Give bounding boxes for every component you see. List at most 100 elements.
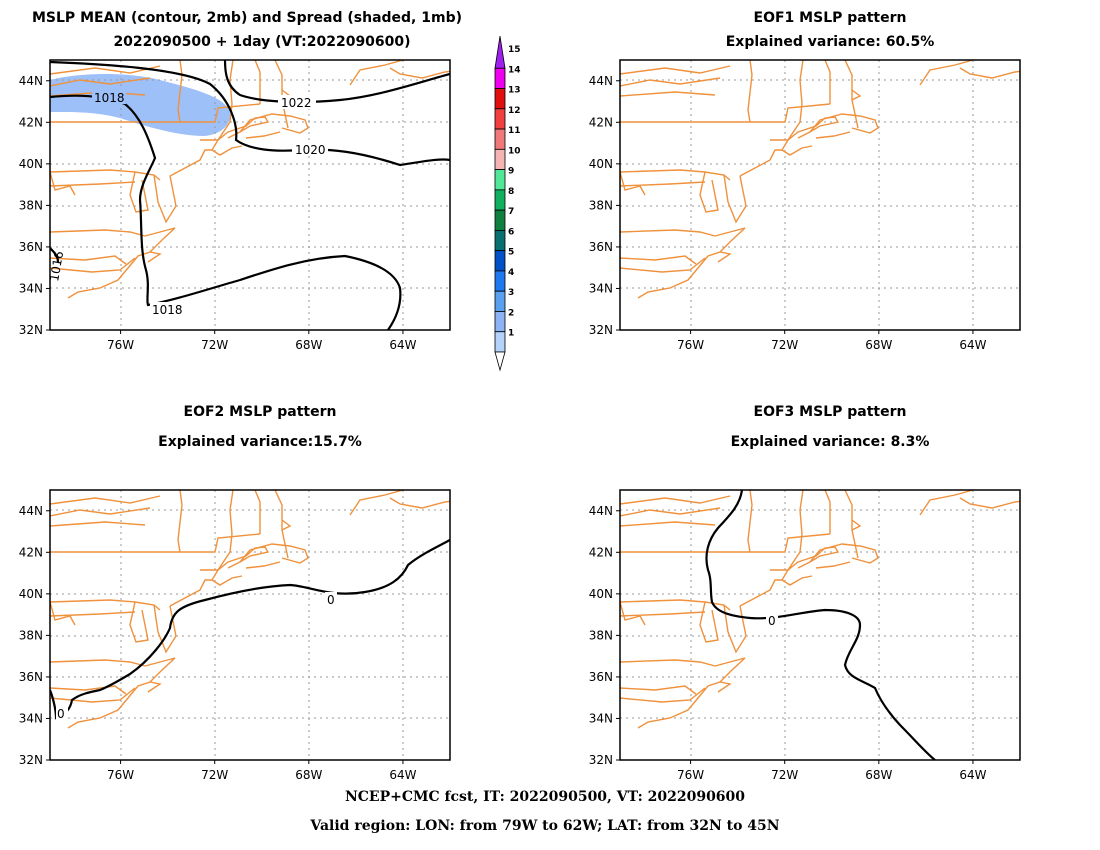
colorbar-label: 5 bbox=[508, 248, 514, 258]
colorbar-swatch bbox=[494, 311, 506, 333]
spread-colorbar: 15 14 13 12 11 10 9 8 7 6 5 4 3 2 1 bbox=[494, 35, 521, 372]
axis-ticks: 44N 42N 40N 38N 36N 34N 32N 76W 72W 68W 64W 44N 42N 4… bbox=[19, 74, 987, 782]
lat-tick-label: 40N bbox=[589, 587, 613, 601]
lon-tick-label: 68W bbox=[295, 768, 322, 782]
eof3-panel: 0 bbox=[619, 489, 1021, 761]
mean-title-line1: MSLP MEAN (contour, 2mb) and Spread (sha… bbox=[32, 10, 462, 26]
colorbar-swatch bbox=[494, 169, 506, 191]
lat-tick-label: 42N bbox=[589, 545, 613, 559]
colorbar-label: 14 bbox=[508, 65, 521, 75]
eof1-gridlines bbox=[620, 60, 1020, 330]
footer-forecast-info: NCEP+CMC fcst, IT: 2022090500, VT: 20220… bbox=[344, 789, 746, 805]
colorbar-label: 6 bbox=[508, 227, 514, 237]
lat-tick-label: 36N bbox=[19, 240, 43, 254]
colorbar-label: 2 bbox=[508, 308, 514, 318]
lat-tick-label: 32N bbox=[19, 323, 43, 337]
contour-label: 1018 bbox=[94, 91, 125, 105]
eof3-variance: Explained variance: 8.3% bbox=[730, 434, 930, 450]
lon-tick-label: 76W bbox=[677, 338, 704, 352]
colorbar-swatch bbox=[494, 250, 506, 272]
colorbar-label: 4 bbox=[508, 268, 514, 278]
contour-label: 0 bbox=[327, 593, 335, 607]
colorbar-label: 7 bbox=[508, 207, 514, 217]
lat-tick-label: 36N bbox=[19, 670, 43, 684]
lat-tick-label: 38N bbox=[589, 628, 613, 642]
lon-tick-label: 64W bbox=[389, 338, 416, 352]
eof3-coastlines bbox=[620, 490, 1020, 729]
lon-tick-label: 72W bbox=[771, 338, 798, 352]
lat-tick-label: 32N bbox=[19, 753, 43, 767]
eof2-variance: Explained variance:15.7% bbox=[158, 434, 362, 450]
lat-tick-label: 42N bbox=[19, 115, 43, 129]
colorbar-swatch bbox=[494, 331, 506, 353]
eof2-contour-labels: 0 0 bbox=[56, 592, 337, 721]
lat-tick-label: 38N bbox=[589, 198, 613, 212]
lat-tick-label: 40N bbox=[19, 157, 43, 171]
spread-shading bbox=[50, 74, 231, 136]
colorbar-swatch bbox=[494, 67, 506, 89]
eof2-contour bbox=[50, 539, 450, 720]
lon-tick-label: 72W bbox=[771, 768, 798, 782]
eof1-title: EOF1 MSLP pattern bbox=[753, 10, 907, 26]
lat-tick-label: 34N bbox=[589, 281, 613, 295]
lat-tick-label: 42N bbox=[19, 545, 43, 559]
colorbar-swatch bbox=[494, 35, 506, 69]
lon-tick-label: 76W bbox=[677, 768, 704, 782]
colorbar-swatch bbox=[494, 108, 506, 130]
colorbar-label: 11 bbox=[508, 126, 521, 136]
contour-label: 0 bbox=[768, 614, 776, 628]
lat-tick-label: 36N bbox=[589, 240, 613, 254]
lon-tick-label: 76W bbox=[107, 768, 134, 782]
colorbar-swatch bbox=[494, 290, 506, 312]
colorbar-lower-arrow bbox=[494, 351, 506, 372]
colorbar-label: 3 bbox=[508, 288, 514, 298]
lon-tick-label: 76W bbox=[107, 338, 134, 352]
colorbar-label: 1 bbox=[508, 329, 514, 339]
mean-panel: 1018 1022 1020 1018 1016 bbox=[47, 59, 451, 331]
lon-tick-label: 68W bbox=[295, 338, 322, 352]
lon-tick-label: 68W bbox=[865, 338, 892, 352]
lat-tick-label: 36N bbox=[589, 670, 613, 684]
eof3-gridlines bbox=[620, 490, 1020, 760]
eof2-coastlines bbox=[50, 490, 450, 729]
eof2-panel: 0 0 bbox=[49, 489, 451, 761]
eof2-title: EOF2 MSLP pattern bbox=[183, 404, 337, 420]
eof3-contour-labels: 0 bbox=[766, 613, 778, 628]
colorbar-label: 15 bbox=[508, 45, 521, 55]
contour-label: 1016 bbox=[47, 250, 66, 283]
lat-tick-label: 34N bbox=[589, 711, 613, 725]
lat-tick-label: 34N bbox=[19, 711, 43, 725]
lon-tick-label: 72W bbox=[201, 768, 228, 782]
colorbar-swatch bbox=[494, 189, 506, 211]
contour-label: 1022 bbox=[281, 96, 312, 110]
colorbar-label: 9 bbox=[508, 167, 514, 177]
colorbar-label: 12 bbox=[508, 106, 521, 116]
lon-tick-label: 64W bbox=[959, 338, 986, 352]
mean-title-line2: 2022090500 + 1day (VT:2022090600) bbox=[113, 34, 411, 50]
lat-tick-label: 38N bbox=[19, 628, 43, 642]
colorbar-swatch bbox=[494, 229, 506, 252]
lat-tick-label: 34N bbox=[19, 281, 43, 295]
lat-tick-label: 38N bbox=[19, 198, 43, 212]
colorbar-label: 8 bbox=[508, 187, 514, 197]
lat-tick-label: 32N bbox=[589, 323, 613, 337]
lon-tick-label: 64W bbox=[389, 768, 416, 782]
mean-contour-labels: 1018 1022 1020 1018 1016 bbox=[47, 90, 328, 317]
colorbar-label: 13 bbox=[508, 86, 521, 96]
contour-label: 1020 bbox=[295, 143, 326, 157]
lat-tick-label: 40N bbox=[589, 157, 613, 171]
lon-tick-label: 64W bbox=[959, 768, 986, 782]
colorbar-label: 10 bbox=[508, 146, 521, 156]
lat-tick-label: 44N bbox=[589, 504, 613, 518]
lon-tick-label: 72W bbox=[201, 338, 228, 352]
colorbar-swatch bbox=[494, 148, 506, 170]
lat-tick-label: 44N bbox=[19, 504, 43, 518]
colorbar-swatch bbox=[494, 270, 506, 292]
eof1-panel bbox=[619, 59, 1021, 331]
colorbar-swatch bbox=[494, 88, 506, 110]
contour-label: 1018 bbox=[152, 303, 183, 317]
eof3-contour bbox=[705, 490, 936, 760]
eof2-gridlines bbox=[50, 490, 450, 760]
footer-valid-region: Valid region: LON: from 79W to 62W; LAT:… bbox=[310, 818, 780, 834]
eof1-coastlines bbox=[620, 60, 1020, 299]
